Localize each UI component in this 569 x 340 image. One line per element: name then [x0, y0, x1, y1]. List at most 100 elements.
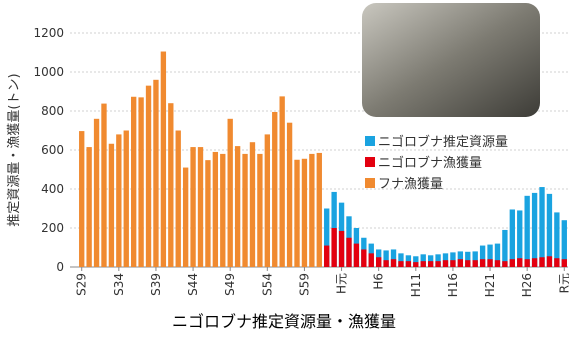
bar: [324, 245, 330, 267]
x-tick-label: H21: [483, 273, 497, 297]
bar: [465, 251, 471, 267]
bar: [509, 259, 515, 267]
bar: [487, 244, 493, 267]
bar: [234, 146, 241, 267]
y-tick-label: 600: [41, 143, 64, 157]
photo: [362, 3, 540, 117]
bar: [487, 259, 493, 267]
bar: [479, 245, 486, 267]
bar: [524, 195, 530, 267]
bar: [205, 160, 211, 267]
bar: [390, 249, 397, 267]
bar: [561, 259, 567, 267]
bar: [264, 134, 270, 267]
x-tick-label: H6: [372, 273, 386, 290]
bar: [502, 261, 508, 267]
x-tick-label: H11: [409, 273, 423, 297]
y-tick-label: 1000: [33, 65, 64, 79]
bar: [346, 237, 352, 267]
legend-swatch: [365, 157, 375, 167]
bar: [101, 103, 107, 267]
bar: [517, 210, 523, 267]
bar: [108, 143, 115, 267]
legend-label: ニゴロブナ漁獲量: [378, 155, 482, 171]
bar: [398, 253, 404, 267]
bar: [413, 256, 419, 267]
x-tick-label: S44: [186, 273, 200, 296]
bar: [531, 258, 538, 267]
x-tick-label: R元: [557, 273, 569, 293]
y-tick-label: 0: [56, 260, 64, 274]
bar: [338, 230, 345, 267]
bar: [376, 257, 382, 267]
y-tick-label: 400: [41, 182, 64, 196]
x-tick-label: S29: [75, 273, 89, 296]
y-tick-label: 800: [41, 104, 64, 118]
bar: [546, 256, 553, 267]
bar: [398, 261, 404, 267]
bar: [413, 262, 419, 267]
legend-label: ニゴロブナ推定資源量: [378, 134, 508, 150]
bar: [131, 96, 137, 267]
bar: [160, 51, 167, 268]
bar: [554, 258, 560, 267]
bar: [383, 260, 389, 267]
bar: [450, 252, 456, 267]
bar: [257, 153, 263, 267]
bar: [227, 118, 233, 267]
bar: [502, 229, 508, 267]
bar: [190, 147, 196, 267]
y-axis-label: 推定資源量・漁獲量(トン): [7, 73, 22, 226]
bar: [539, 257, 545, 267]
x-tick-label: S34: [112, 273, 126, 296]
bar: [472, 260, 478, 267]
x-tick-label: H16: [446, 273, 460, 297]
bar: [368, 253, 374, 267]
bar: [145, 85, 152, 268]
bar: [294, 159, 300, 267]
x-tick-label: H26: [520, 273, 534, 297]
bar: [331, 228, 337, 267]
bar: [554, 212, 560, 267]
bar: [383, 250, 389, 267]
bar: [301, 158, 308, 267]
bar: [272, 111, 278, 267]
bar: [153, 79, 159, 267]
bar: [435, 254, 441, 267]
bar: [279, 96, 285, 267]
bar: [168, 103, 174, 267]
bar: [79, 131, 85, 267]
bar: [220, 153, 226, 267]
bar: [524, 259, 530, 267]
bar: [561, 220, 567, 267]
legend-label: フナ漁獲量: [378, 177, 443, 192]
bar: [457, 259, 464, 267]
bar: [309, 153, 315, 267]
chart-title: ニゴロブナ推定資源量・漁獲量: [172, 312, 396, 331]
bar: [546, 193, 553, 267]
bar: [442, 260, 449, 267]
bar: [361, 249, 367, 267]
bar: [242, 153, 248, 267]
bar: [123, 130, 129, 267]
x-tick-label: S39: [149, 273, 163, 296]
legend-swatch: [365, 136, 375, 146]
bar: [450, 260, 456, 267]
bar: [116, 134, 122, 267]
y-tick-label: 200: [41, 221, 64, 235]
bar: [517, 258, 523, 267]
bar: [479, 259, 486, 267]
bar: [420, 254, 426, 267]
y-tick-label: 1200: [33, 26, 64, 40]
bar: [175, 130, 181, 267]
x-tick-label: S59: [297, 273, 311, 296]
bar: [494, 260, 501, 267]
bar: [509, 209, 515, 267]
legend-swatch: [365, 178, 375, 188]
bar: [494, 243, 501, 267]
bar: [420, 261, 426, 267]
bar: [427, 261, 434, 267]
bar: [86, 147, 92, 267]
x-tick-label: S54: [260, 273, 274, 296]
bar: [316, 152, 322, 267]
